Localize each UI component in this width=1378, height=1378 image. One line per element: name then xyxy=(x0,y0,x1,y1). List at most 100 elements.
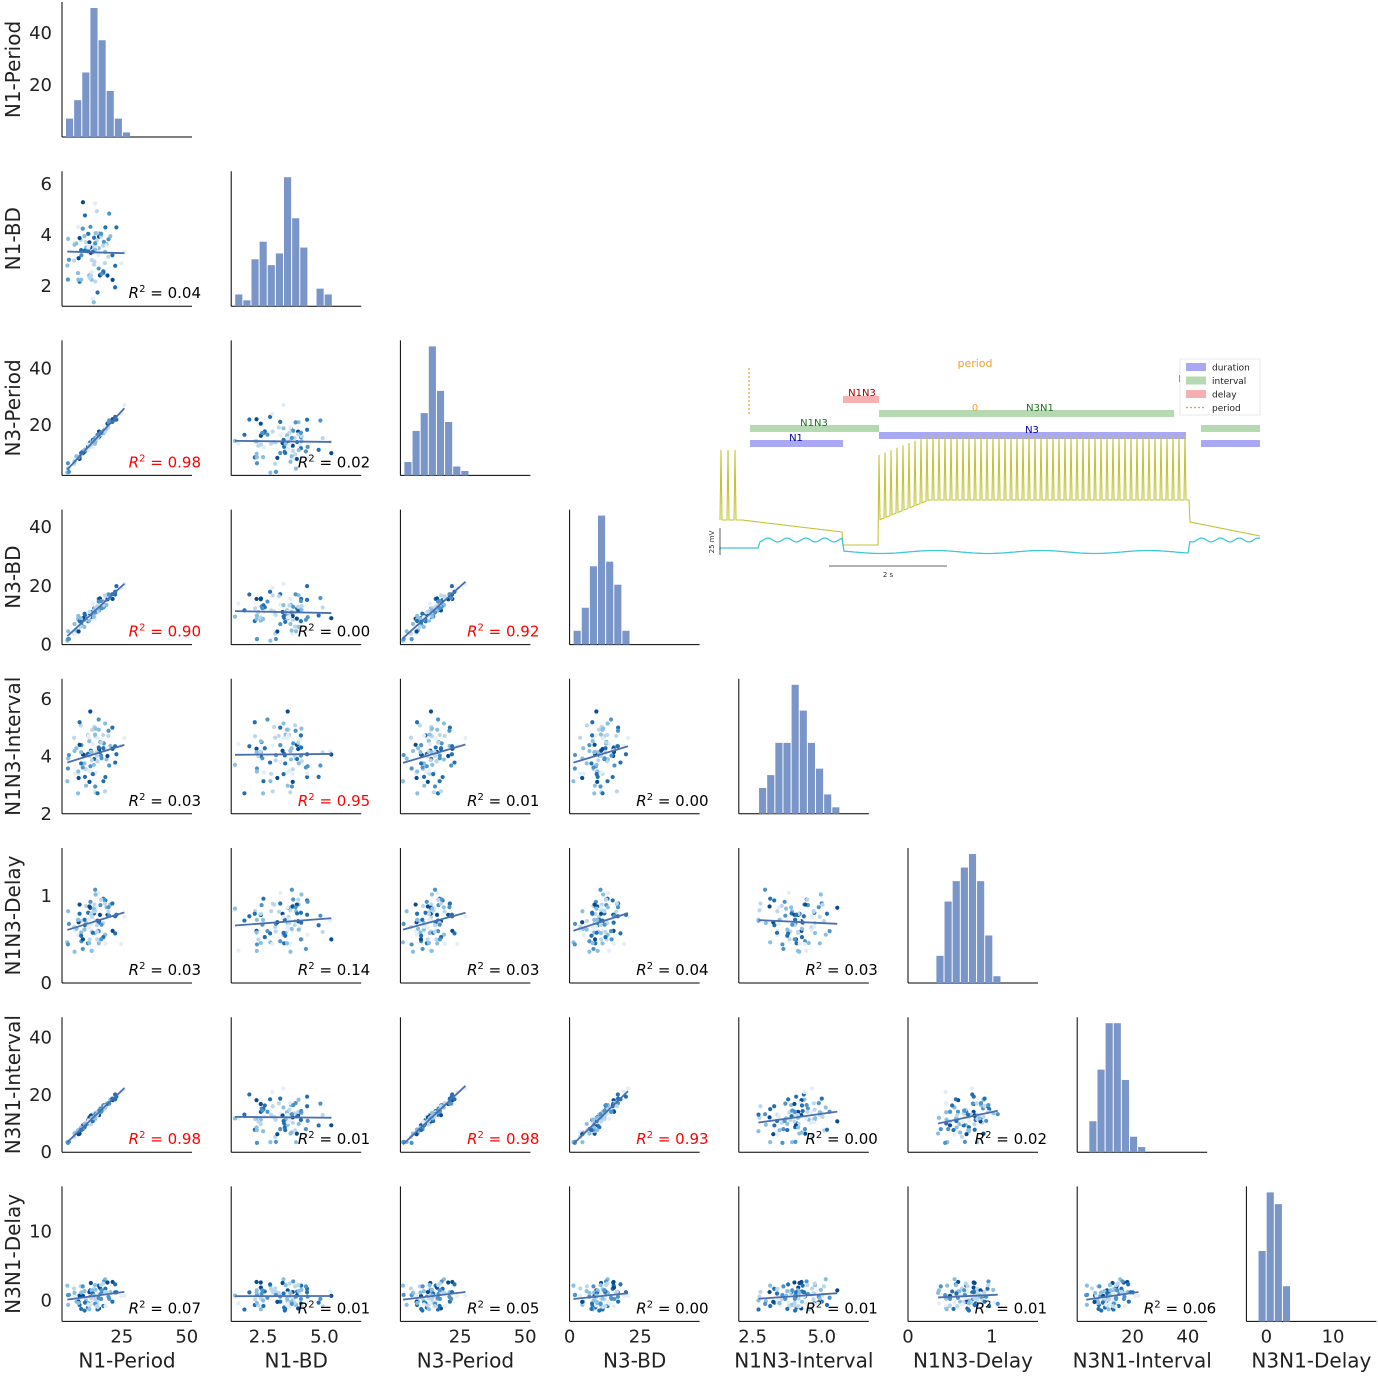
scatter-point xyxy=(281,1105,286,1110)
scatter-point xyxy=(65,766,71,771)
scatter-point xyxy=(447,905,452,910)
hist-bar xyxy=(944,901,952,983)
scatter-point xyxy=(813,1116,818,1121)
scatter-point xyxy=(281,1291,286,1296)
scatter-point xyxy=(284,727,290,732)
scatter-point xyxy=(261,770,267,775)
scatter-point xyxy=(614,1289,620,1294)
scatter-point xyxy=(260,616,266,622)
scatter-point xyxy=(425,925,431,930)
scatter-point xyxy=(987,1303,992,1309)
scatter-point xyxy=(76,256,81,261)
scatter-point xyxy=(409,766,414,771)
scatter-point xyxy=(93,279,98,284)
scatter-point xyxy=(295,756,300,762)
scatter-point xyxy=(1106,1307,1111,1312)
scatter-point xyxy=(260,455,266,460)
scatter-point xyxy=(762,1301,768,1306)
scatter-point xyxy=(278,939,283,944)
scatter-point xyxy=(421,624,426,629)
legend-swatch xyxy=(1186,363,1206,371)
scatter-point xyxy=(106,733,111,739)
scatter-point xyxy=(298,1109,304,1114)
scatter-point xyxy=(318,595,323,601)
scatter-point xyxy=(303,449,308,454)
scatter-point xyxy=(66,1292,72,1298)
scatter-point xyxy=(592,783,597,788)
hist-bar xyxy=(1138,1147,1146,1153)
scatter-point xyxy=(615,744,620,749)
scatter-point xyxy=(622,941,627,947)
scatter-point xyxy=(413,902,418,907)
scatter-point xyxy=(76,775,81,781)
scatter-point xyxy=(1100,1300,1106,1305)
scatter-point xyxy=(790,1108,795,1113)
scatter-point xyxy=(99,897,104,902)
scatter-point xyxy=(589,1127,594,1133)
scatter-point xyxy=(959,1134,965,1139)
scatter-point xyxy=(285,770,290,775)
scatter-point xyxy=(597,1308,602,1313)
scatter-point xyxy=(94,753,99,758)
scatter-point xyxy=(435,717,441,722)
scatter-point xyxy=(269,909,274,914)
scatter-point xyxy=(296,1283,301,1288)
x-tick-label: 0 xyxy=(564,1326,575,1347)
scatter-point xyxy=(275,1299,280,1304)
scatter-point xyxy=(817,1300,822,1305)
scatter-point xyxy=(316,1123,321,1128)
scatter-point xyxy=(452,1282,457,1287)
y-tick-label: 0 xyxy=(41,1291,52,1312)
scatter-point xyxy=(991,1287,996,1292)
scatter-point xyxy=(421,774,427,779)
hist-bar xyxy=(807,742,815,814)
scatter-point xyxy=(114,584,119,589)
scatter-point xyxy=(963,1281,968,1286)
scatter-point xyxy=(961,1123,966,1128)
y-axis-label: N1-Period xyxy=(1,21,25,118)
scatter-point xyxy=(95,759,100,764)
scatter-point xyxy=(66,636,72,642)
scatter-point xyxy=(72,242,77,247)
scatter-point xyxy=(410,621,416,627)
x-tick-label: 2.5 xyxy=(249,1326,278,1347)
scatter-point xyxy=(455,941,460,947)
scatter-point xyxy=(827,1295,832,1300)
scatter-point xyxy=(618,1282,623,1287)
scatter-point xyxy=(88,224,93,229)
scatter-point xyxy=(426,911,432,916)
scatter-point xyxy=(290,767,295,772)
scatter-point xyxy=(77,911,82,916)
scatter-point xyxy=(316,447,321,452)
scatter-point xyxy=(254,746,259,751)
scatter-point xyxy=(581,746,586,751)
scatter-point xyxy=(609,937,614,942)
hist-bar xyxy=(324,294,332,307)
hist-bar xyxy=(428,346,436,476)
r2-label: R2 = 0.01 xyxy=(298,1299,370,1317)
scatter-point xyxy=(281,614,286,619)
scatter-point xyxy=(811,909,816,914)
x-axis-label: N1-BD xyxy=(265,1348,328,1372)
scatter-point xyxy=(105,753,110,759)
scatter-point xyxy=(288,908,293,913)
scatter-point xyxy=(978,1101,984,1106)
scatter-point xyxy=(969,1086,974,1091)
scatter-point xyxy=(625,1293,631,1298)
scatter-point xyxy=(446,753,451,759)
scatter-point xyxy=(291,604,296,609)
scatter-point xyxy=(296,897,301,902)
scatter-point xyxy=(256,1119,261,1124)
scatter-point xyxy=(262,1103,267,1108)
regression-line xyxy=(402,911,466,931)
scatter-point xyxy=(247,1092,252,1097)
x-tick-label: 5.0 xyxy=(807,1326,836,1347)
scatter-point xyxy=(113,1282,118,1287)
panel-2-2 xyxy=(399,340,531,476)
scatter-point xyxy=(284,1296,290,1301)
scatter-point xyxy=(771,1299,776,1304)
scatter-point xyxy=(285,905,290,910)
scatter-point xyxy=(285,1302,290,1307)
scatter-point xyxy=(77,742,82,747)
hist-bar xyxy=(259,241,267,307)
